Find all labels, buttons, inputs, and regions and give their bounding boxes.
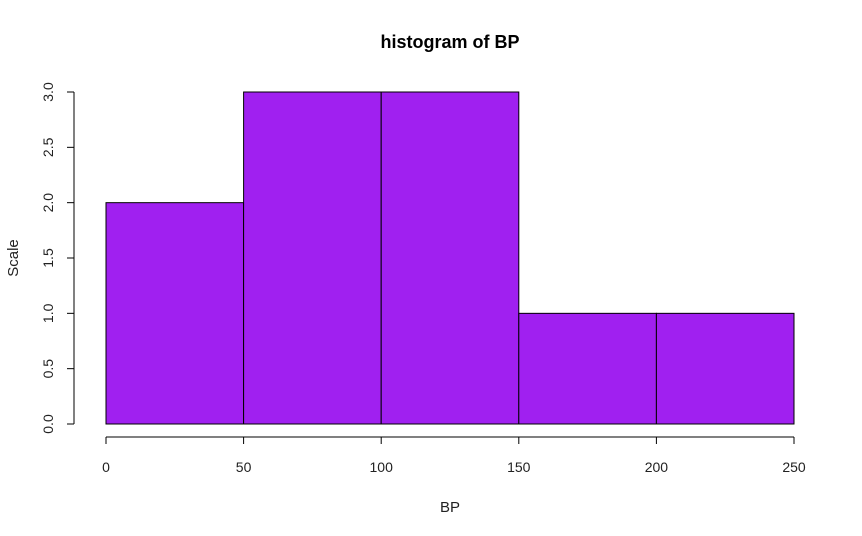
y-tick-label-5: 2.5 bbox=[40, 137, 56, 157]
x-tick-label-0: 0 bbox=[102, 459, 110, 475]
x-tick-label-3: 150 bbox=[507, 459, 531, 475]
x-axis-label: BP bbox=[440, 499, 460, 516]
x-tick-label-5: 250 bbox=[782, 459, 806, 475]
y-axis-label: Scale bbox=[5, 239, 22, 277]
y-tick-label-0: 0.0 bbox=[40, 414, 56, 434]
y-tick-label-4: 2.0 bbox=[40, 193, 56, 213]
y-tick-label-2: 1.0 bbox=[40, 303, 56, 323]
y-tick-label-1: 0.5 bbox=[40, 359, 56, 379]
y-tick-label-3: 1.5 bbox=[40, 248, 56, 268]
x-tick-label-1: 50 bbox=[236, 459, 252, 475]
y-axis: 0.0 0.5 1.0 1.5 2.0 2.5 3.0 bbox=[40, 82, 75, 434]
histogram-bar-3 bbox=[518, 312, 657, 425]
x-tick-label-2: 100 bbox=[370, 459, 394, 475]
histogram-bar-2 bbox=[380, 91, 520, 425]
x-axis: 0 50 100 150 200 250 bbox=[102, 436, 806, 475]
chart-title: histogram of BP bbox=[380, 32, 519, 52]
bars-group bbox=[105, 91, 795, 425]
histogram-bar-1 bbox=[243, 91, 382, 425]
histogram-bar-4 bbox=[655, 312, 795, 425]
x-tick-label-4: 200 bbox=[645, 459, 669, 475]
y-tick-label-6: 3.0 bbox=[40, 82, 56, 102]
histogram-bar-0 bbox=[105, 202, 245, 425]
